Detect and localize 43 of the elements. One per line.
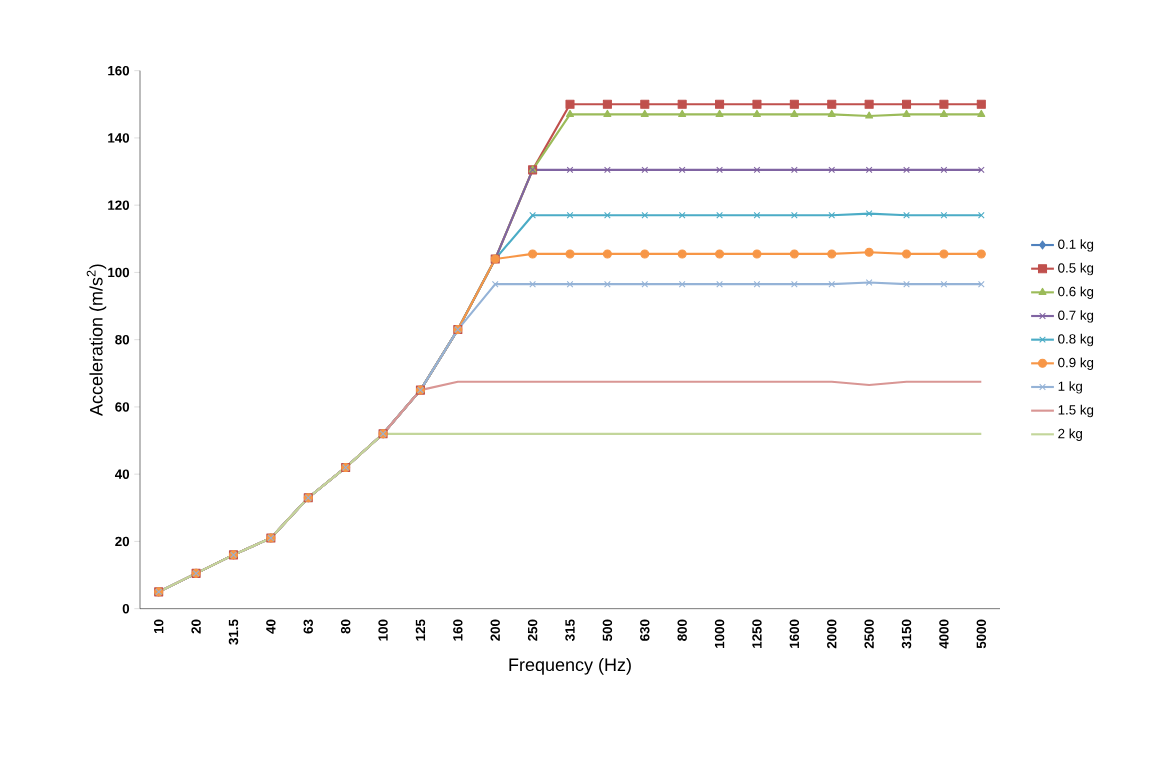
x-tick-label: 500 [602, 619, 613, 641]
x-tick-label: 80 [340, 619, 351, 634]
x-tick-label: 200 [490, 619, 500, 641]
y-axis-title: Acceleration (m/s$^{2}$) [86, 264, 107, 416]
legend-label: 0.8 kg [1058, 333, 1094, 347]
x-tick-label: 160 [453, 619, 463, 641]
x-tick-label: 10 [153, 619, 164, 634]
y-tick-label: 20 [115, 536, 130, 547]
x-tick-label: 3150 [901, 619, 912, 649]
x-tick-label: 1600 [789, 619, 800, 648]
legend-label: 0.1 kg [1058, 239, 1094, 252]
x-tick-label: 250 [527, 619, 538, 641]
x-tick-label: 800 [677, 619, 687, 641]
x-tick-label: 40 [266, 619, 276, 634]
x-tick-label: 630 [640, 619, 650, 641]
y-tick-label: 0 [122, 603, 130, 614]
legend-label: 0.5 kg [1058, 262, 1094, 276]
x-axis-title: Frequency (Hz) [509, 657, 631, 675]
y-tick-label: 160 [108, 65, 130, 76]
y-tick-label: 80 [115, 334, 130, 345]
x-tick-label: 4000 [939, 619, 949, 649]
legend-label: 0.6 kg [1058, 286, 1094, 299]
x-tick-label: 63 [303, 619, 313, 634]
x-tick-label: 125 [415, 619, 426, 641]
x-tick-label: 1000 [714, 619, 725, 648]
y-tick-label: 40 [114, 469, 130, 479]
legend-label: 2 kg [1058, 428, 1082, 441]
y-tick-label: 140 [108, 133, 130, 143]
y-tick-label: 60 [115, 402, 130, 412]
x-tick-label: 20 [191, 619, 201, 634]
legend-label: 1.5 kg [1058, 404, 1094, 418]
x-tick-label: 100 [378, 619, 388, 641]
legend-label: 0.9 kg [1058, 357, 1094, 370]
y-tick-label: 120 [108, 200, 130, 210]
x-tick-label: 5000 [976, 619, 987, 649]
x-tick-label: 315 [565, 619, 575, 641]
x-tick-label: 2000 [827, 619, 837, 649]
legend-label: 0.7 kg [1058, 310, 1094, 323]
x-tick-label: 31.5 [228, 619, 239, 645]
y-tick-label: 100 [108, 267, 130, 278]
x-tick-label: 1250 [752, 619, 762, 648]
x-tick-label: 2500 [864, 619, 874, 649]
legend-label: 1 kg [1058, 381, 1082, 394]
